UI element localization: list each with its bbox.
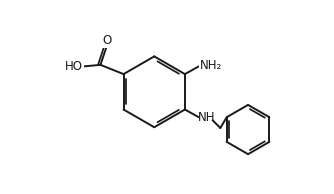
Text: NH₂: NH₂	[200, 59, 222, 72]
Text: NH: NH	[198, 112, 215, 125]
Text: HO: HO	[65, 60, 83, 73]
Text: O: O	[103, 35, 112, 48]
